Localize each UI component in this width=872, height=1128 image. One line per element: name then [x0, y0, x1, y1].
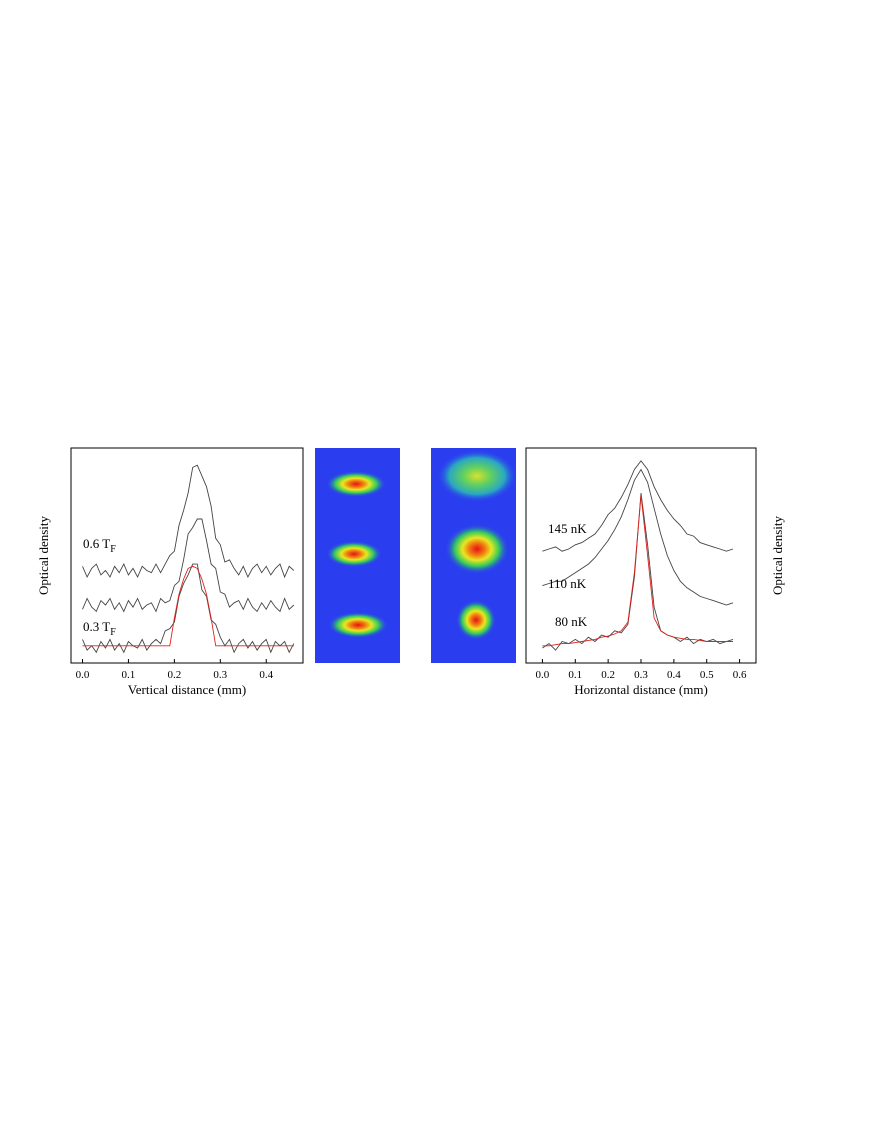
data-line	[542, 460, 734, 552]
line-chart: 0.0 0.1 0.2 0.3 0.4 0.5 0.6 Horizontal distance…	[525, 447, 785, 697]
x-tick-label: 0.0	[76, 669, 90, 681]
y-axis-label: Optical density	[36, 515, 51, 595]
plot-frame	[525, 447, 757, 664]
x-tick-label: 0.3	[634, 669, 648, 681]
y-axis-label: Optical density	[770, 515, 785, 595]
annotation-text: 110 nK	[548, 576, 587, 591]
data-line	[82, 565, 294, 647]
x-tick-label: 0.4	[259, 669, 273, 681]
cloud-image	[445, 524, 509, 574]
annotation-text: 80 nK	[555, 614, 588, 629]
cloud-image	[326, 471, 386, 497]
x-tick-label: 0.6	[733, 669, 747, 681]
data-line	[542, 495, 733, 647]
image-panel-horizontal	[431, 448, 517, 663]
x-tick-label: 0.1	[122, 669, 136, 681]
data-line	[82, 518, 295, 613]
x-tick-label: 0.5	[700, 669, 714, 681]
annotation: 0.6 TF	[83, 536, 116, 555]
annotation-text: 0.3 T	[83, 619, 110, 634]
x-tick-label: 0.4	[667, 669, 681, 681]
x-tick-label: 0.1	[568, 669, 582, 681]
cloud-image	[328, 612, 388, 638]
annotation-subscript: F	[110, 544, 116, 555]
x-tick-label: 0.0	[536, 669, 550, 681]
image-panel-vertical	[315, 448, 400, 663]
annotation-subscript: F	[110, 627, 116, 638]
x-axis-label: Vertical distance (mm)	[128, 682, 246, 697]
x-tick-label: 0.3	[213, 669, 227, 681]
data-line	[82, 464, 295, 579]
line-chart: 0.0 0.1 0.2 0.3 0.4 Vertical distance (mm) Opt…	[36, 447, 304, 697]
x-tick-label: 0.2	[167, 669, 181, 681]
cloud-image	[456, 600, 496, 640]
annotation-text: 0.6 T	[83, 536, 110, 551]
data-line	[542, 468, 734, 606]
annotation: 110 nK	[548, 576, 587, 591]
x-axis-label: Horizontal distance (mm)	[574, 682, 708, 697]
annotation-text: 145 nK	[548, 521, 587, 536]
cloud-image	[326, 541, 382, 567]
annotation: 145 nK	[548, 521, 587, 536]
annotation: 80 nK	[555, 614, 588, 629]
annotation: 0.3 TF	[83, 619, 116, 638]
cloud-image	[437, 450, 517, 502]
x-tick-label: 0.2	[601, 669, 615, 681]
plot-frame	[70, 447, 304, 664]
